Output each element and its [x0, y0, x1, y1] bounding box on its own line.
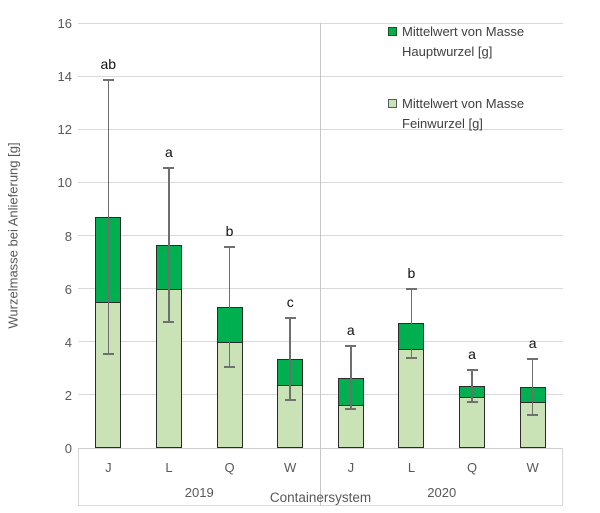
error-bar-line [289, 317, 291, 401]
bar-segment-feinwurzel [337, 404, 364, 448]
significance-letter: a [468, 345, 476, 362]
legend-label-line: Mittelwert von Masse [402, 24, 525, 39]
y-tick-label: 14 [57, 69, 72, 85]
error-bar-cap-bottom [405, 356, 417, 359]
error-bar-cap-bottom [102, 352, 114, 355]
x-category-label: L [165, 460, 173, 475]
y-tick-label: 6 [64, 281, 72, 297]
legend-entry-feinwurzel: Mittelwert von Masse Feinwurzel [g] [388, 94, 573, 134]
bar-segment-feinwurzel [459, 396, 486, 448]
y-tick-label: 12 [57, 122, 72, 138]
error-bar-line [471, 369, 473, 402]
error-bar-cap-bottom [224, 365, 236, 368]
y-tick-label: 8 [64, 228, 72, 244]
legend-entry-hauptwurzel: Mittelwert von Masse Hauptwurzel [g] [388, 22, 573, 62]
error-bar-cap-top [345, 344, 357, 347]
error-bar-cap-top [224, 246, 236, 249]
error-bar-line [228, 247, 231, 367]
error-bar-cap-bottom [284, 399, 296, 402]
y-tick-label: 2 [64, 387, 72, 403]
legend-label-feinwurzel: Mittelwert von Masse Feinwurzel [g] [402, 94, 524, 134]
y-axis-title: Wurzelmasse bei Anlieferung [g] [4, 23, 22, 448]
x-category-label: Q [467, 460, 478, 475]
error-bar-line [107, 80, 110, 354]
legend-label-hauptwurzel: Mittelwert von Masse Hauptwurzel [g] [402, 22, 524, 62]
error-bar-cap-top [405, 287, 417, 290]
y-tick-label: 10 [57, 175, 72, 191]
error-bar-line [350, 345, 352, 410]
error-bar-cap-top [163, 166, 175, 169]
error-bar-cap-top [527, 358, 539, 361]
x-group-label: 2019 [184, 485, 214, 500]
legend-label-line: Mittelwert von Masse [402, 96, 525, 111]
x-axis-title: Containersystem [269, 490, 372, 505]
significance-letter: a [165, 143, 173, 160]
legend-swatch-feinwurzel-icon [388, 99, 397, 108]
group-divider-line [320, 23, 321, 506]
error-bar-line [168, 167, 170, 322]
x-category-label: Q [224, 460, 235, 475]
x-category-label: W [526, 460, 539, 475]
significance-letter: c [286, 293, 294, 310]
error-bar-cap-top [466, 368, 478, 371]
y-tick-label: 4 [64, 334, 72, 350]
y-tick-label: 16 [57, 16, 72, 31]
x-category-label: L [407, 460, 416, 475]
error-bar-cap-bottom [163, 320, 175, 323]
error-bar-line [531, 359, 534, 415]
significance-letter: a [346, 321, 355, 338]
y-tick-label: 0 [64, 441, 72, 456]
error-bar-cap-bottom [345, 408, 357, 411]
bar-segment-feinwurzel [398, 348, 425, 448]
significance-letter: b [225, 223, 234, 240]
bar-segment-feinwurzel [519, 401, 546, 448]
legend-swatch-hauptwurzel-icon [388, 27, 397, 36]
error-bar-cap-top [102, 79, 114, 82]
significance-letter: b [407, 264, 416, 281]
error-bar-cap-bottom [466, 400, 478, 403]
legend-label-line: Feinwurzel [g] [402, 116, 483, 131]
significance-letter: a [528, 335, 537, 352]
error-bar-cap-bottom [527, 413, 539, 416]
x-group-label: 2020 [427, 485, 457, 500]
x-category-label: J [105, 460, 112, 475]
x-category-label: J [347, 460, 355, 475]
legend-label-line: Hauptwurzel [g] [402, 44, 493, 59]
y-axis-title-text: Wurzelmasse bei Anlieferung [g] [5, 142, 21, 329]
error-bar-cap-top [284, 316, 296, 319]
x-category-label: W [284, 460, 297, 475]
significance-letter: ab [100, 56, 117, 73]
error-bar-line [410, 288, 413, 358]
